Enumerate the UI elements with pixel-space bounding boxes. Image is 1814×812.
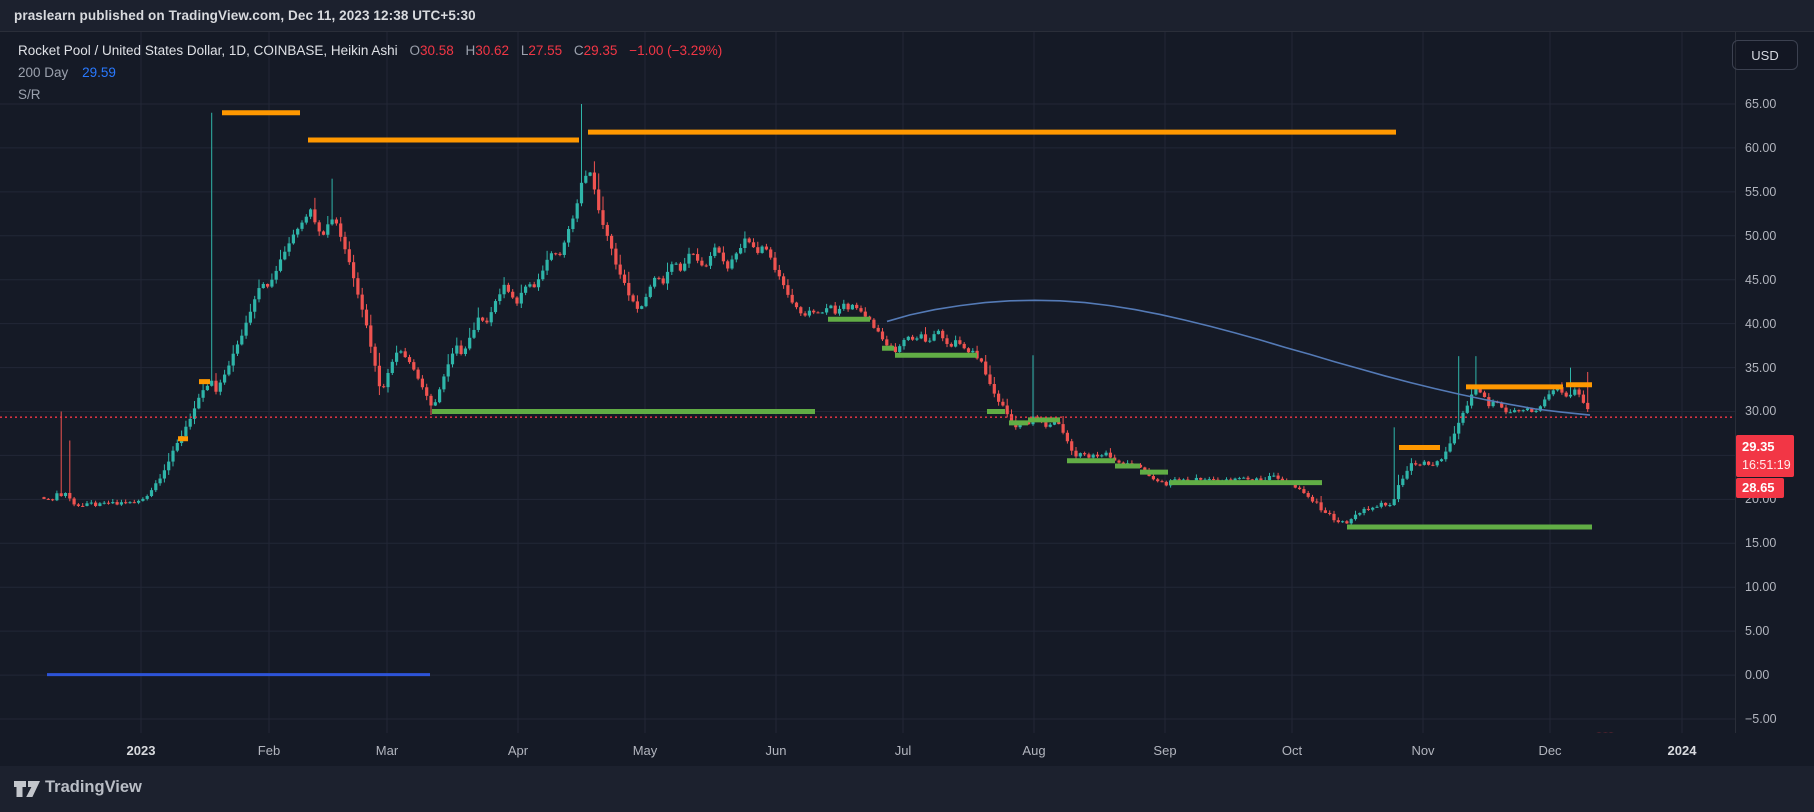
close-label: C bbox=[573, 43, 584, 58]
time-tick-label[interactable]: Nov bbox=[1411, 743, 1435, 758]
currency-toggle-button[interactable]: USD bbox=[1732, 40, 1798, 70]
price-tick-label: 45.00 bbox=[1745, 272, 1777, 287]
price-tick-label: 55.00 bbox=[1745, 184, 1777, 199]
price-tick-label: 50.00 bbox=[1745, 228, 1777, 243]
time-tick-label[interactable]: 2023 bbox=[126, 743, 156, 758]
ma-indicator-value: 29.59 bbox=[82, 65, 116, 80]
time-tick-label[interactable]: Dec bbox=[1538, 743, 1562, 758]
open-value: 30.58 bbox=[419, 43, 454, 58]
close-value: 29.35 bbox=[583, 43, 618, 58]
current-price-value: 29.35 bbox=[1742, 439, 1775, 454]
footer-bar: TradingView bbox=[0, 766, 1814, 812]
price-tick-label: −5.00 bbox=[1745, 711, 1777, 726]
time-tick-label[interactable]: 2024 bbox=[1667, 743, 1697, 758]
time-tick-label[interactable]: Apr bbox=[507, 743, 529, 758]
time-tick-label[interactable]: Oct bbox=[1281, 743, 1303, 758]
price-tick-label: 35.00 bbox=[1745, 360, 1777, 375]
time-tick-label[interactable]: May bbox=[632, 743, 658, 758]
secondary-price-badge: 28.65 bbox=[1736, 478, 1784, 498]
symbol-title[interactable]: Rocket Pool / United States Dollar, 1D, … bbox=[18, 43, 398, 58]
current-price-badge: 29.35 16:51:19 bbox=[1736, 435, 1794, 477]
symbol-row[interactable]: Rocket Pool / United States Dollar, 1D, … bbox=[18, 40, 722, 62]
price-tick-label: 10.00 bbox=[1745, 580, 1777, 595]
price-tick-label: 5.00 bbox=[1745, 624, 1770, 639]
time-tick-label[interactable]: Aug bbox=[1022, 743, 1046, 758]
high-label: H bbox=[465, 43, 476, 58]
time-axis[interactable]: 2023 Feb Mar Apr May Jun Jul Aug Sep Oct Nov Dec 202… bbox=[0, 733, 1814, 766]
time-tick-label[interactable]: Feb bbox=[257, 743, 281, 758]
bar-countdown: 16:51:19 bbox=[1742, 458, 1791, 472]
time-tick-label[interactable]: Mar bbox=[375, 743, 399, 758]
ma-indicator-label[interactable]: 200 Day bbox=[18, 65, 69, 80]
watermark-text: praslearn published on TradingView.com, … bbox=[14, 8, 476, 23]
time-tick-label[interactable]: Jul bbox=[894, 743, 912, 758]
chart-legend: Rocket Pool / United States Dollar, 1D, … bbox=[18, 40, 722, 106]
sr-indicator-row[interactable]: S/R bbox=[18, 84, 722, 106]
watermark-bar: praslearn published on TradingView.com, … bbox=[0, 0, 1814, 31]
tradingview-logo-icon[interactable] bbox=[13, 777, 41, 801]
price-tick-label: 30.00 bbox=[1745, 404, 1777, 419]
tradingview-brand-text[interactable]: TradingView bbox=[45, 778, 142, 796]
low-label: L bbox=[520, 43, 529, 58]
price-tick-label: 65.00 bbox=[1745, 97, 1777, 111]
time-tick-label[interactable]: Jun bbox=[765, 743, 787, 758]
sr-indicator-label[interactable]: S/R bbox=[18, 87, 41, 102]
low-value: 27.55 bbox=[528, 43, 563, 58]
high-value: 30.62 bbox=[475, 43, 510, 58]
price-tick-label: 40.00 bbox=[1745, 316, 1777, 331]
chart-area[interactable]: Rocket Pool / United States Dollar, 1D, … bbox=[0, 31, 1814, 766]
change-value: −1.00 (−3.29%) bbox=[629, 43, 723, 58]
time-tick-label[interactable]: Sep bbox=[1153, 743, 1177, 758]
open-label: O bbox=[409, 43, 420, 58]
price-tick-label: 0.00 bbox=[1745, 668, 1770, 683]
price-chart-canvas[interactable] bbox=[0, 31, 1814, 766]
price-tick-label: 60.00 bbox=[1745, 140, 1777, 155]
ma-indicator-row[interactable]: 200 Day 29.59 bbox=[18, 62, 722, 84]
price-tick-label: 15.00 bbox=[1745, 536, 1777, 551]
